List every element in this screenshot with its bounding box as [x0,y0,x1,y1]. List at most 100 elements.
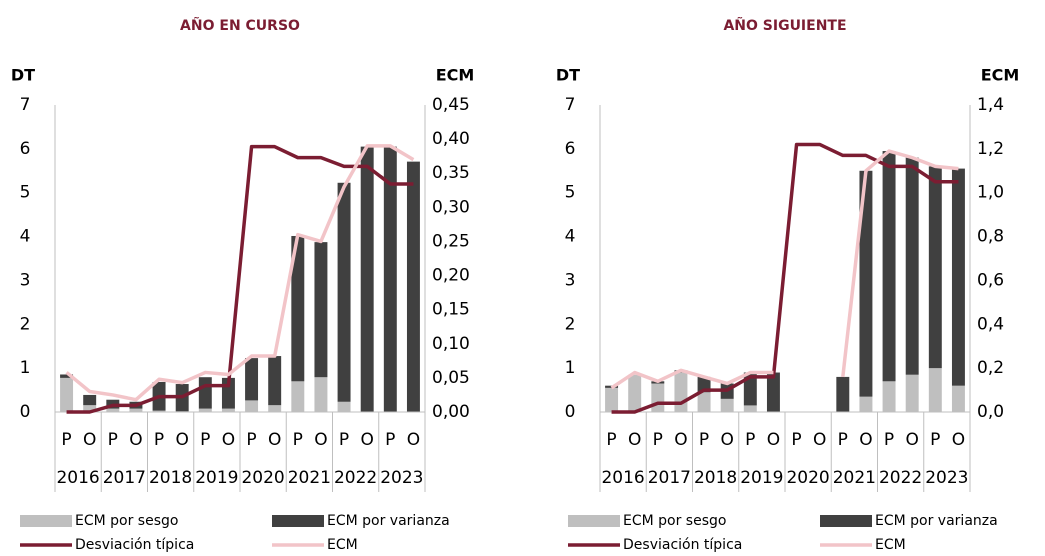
y-tick-label: 6 [565,139,576,159]
y2-tick-label: 1,4 [977,95,1004,115]
y2-axis-label: ECM [436,66,475,85]
y2-tick-label: 0,40 [432,129,470,149]
y-tick-label: 0 [565,402,576,422]
x-tick-label: O [767,430,780,450]
bar-segment [245,358,259,401]
y2-axis-label: ECM [981,66,1020,85]
bar-segment [928,368,942,412]
x-tick-label: P [699,430,709,450]
y2-tick-label: 0,20 [432,266,470,286]
x-tick-label: P [246,430,256,450]
bar-segment [314,377,328,412]
x-group-label: 2019 [195,468,238,488]
y-tick-label: 4 [20,227,31,247]
y-tick-label: 7 [565,95,576,115]
y2-tick-label: 0,2 [977,358,1004,378]
x-group-label: 2023 [925,468,968,488]
y2-tick-label: 0,05 [432,368,470,388]
bar-segment [360,146,374,413]
x-tick-label: P [385,430,395,450]
x-tick-label: O [720,430,733,450]
bar-segment [720,398,734,412]
bar-segment [628,374,642,412]
x-tick-label: O [314,430,327,450]
y2-tick-label: 0,8 [977,227,1004,247]
line-series [611,142,959,414]
legend-label: ECM [875,537,906,553]
bar-segment [882,381,896,412]
y-tick-label: 1 [565,358,576,378]
bar-segment [291,381,305,412]
y-tick-label: 6 [20,139,31,159]
x-tick-label: P [606,430,616,450]
y-axis-label: DT [556,66,580,85]
legend-label: ECM por sesgo [75,513,178,529]
bar-segment [83,394,97,406]
bar-segment [605,387,619,412]
legend-swatch [20,515,72,527]
legend-label: ECM por varianza [327,513,450,529]
x-group-label: 2021 [288,468,331,488]
legend-label: Desviación típica [75,537,194,553]
x-tick-label: O [83,430,96,450]
x-tick-label: O [859,430,872,450]
x-tick-label: P [745,430,755,450]
chart-title: AÑO SIGUIENTE [723,17,846,34]
y2-tick-label: 1,2 [977,139,1004,159]
legend-label: ECM por sesgo [623,513,726,529]
y2-tick-label: 0,15 [432,300,470,320]
x-group-label: 2023 [380,468,423,488]
x-group-label: 2022 [334,468,377,488]
bar-segment [836,376,850,412]
legend-swatch [820,515,872,527]
bar-segment [221,408,235,412]
bar-segment [905,157,919,375]
bar-segment [106,408,120,412]
x-group-label: 2017 [103,468,146,488]
y2-tick-label: 1,0 [977,183,1004,203]
bar-segment [198,408,212,412]
x-group-label: 2020 [786,468,829,488]
legend-swatch [568,515,620,527]
x-tick-label: P [154,430,164,450]
bar-segment [951,168,965,386]
x-tick-label: P [108,430,118,450]
x-tick-label: O [222,430,235,450]
y2-tick-label: 0,30 [432,197,470,217]
y-tick-label: 0 [20,402,31,422]
bar-segment [83,405,97,412]
legend-label: ECM por varianza [875,513,998,529]
x-group-label: 2022 [879,468,922,488]
bar-segment [60,374,74,378]
y-tick-label: 1 [20,358,31,378]
x-tick-label: P [293,430,303,450]
y-tick-label: 2 [20,314,31,334]
x-tick-label: O [674,430,687,450]
bar-segment [60,377,74,412]
x-tick-label: P [791,430,801,450]
x-tick-label: O [175,430,188,450]
x-group-label: 2017 [648,468,691,488]
bar-segment [905,374,919,412]
y2-tick-label: 0,00 [432,402,470,422]
legend-label: ECM [327,537,358,553]
bar-segment [743,405,757,412]
x-tick-label: O [129,430,142,450]
x-tick-label: P [653,430,663,450]
bar-segment [406,161,420,412]
y2-tick-label: 0,35 [432,163,470,183]
x-tick-label: P [884,430,894,450]
line-series [65,144,415,402]
y2-tick-label: 0,6 [977,270,1004,290]
line-series [610,149,959,390]
x-tick-label: O [628,430,641,450]
x-group-label: 2016 [56,468,99,488]
bar-segment [766,372,780,412]
x-tick-label: P [61,430,71,450]
x-tick-label: P [930,430,940,450]
y-tick-label: 2 [565,314,576,334]
y-tick-label: 3 [20,270,31,290]
y2-tick-label: 0,10 [432,334,470,354]
y-tick-label: 7 [20,95,31,115]
bar-segment [383,146,397,413]
